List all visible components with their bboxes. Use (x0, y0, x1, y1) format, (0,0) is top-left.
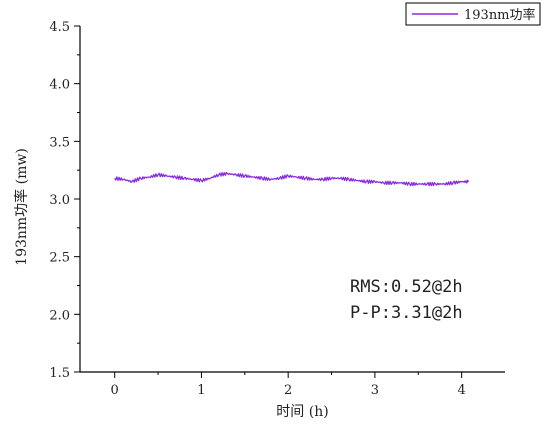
legend-label: 193nm功率 (464, 7, 536, 23)
y-tick-label: 4.5 (49, 20, 70, 35)
y-tick-label: 3.5 (49, 135, 70, 150)
y-tick-label: 4.0 (49, 78, 70, 93)
x-tick-label: 4 (457, 383, 465, 398)
series-line-0 (115, 173, 469, 186)
y-tick-label: 2.0 (49, 308, 70, 323)
x-tick-label: 3 (371, 383, 379, 398)
x-tick-label: 2 (284, 383, 292, 398)
y-tick-label: 2.5 (49, 251, 70, 266)
annotation-pp: P-P:3.31@2h (350, 303, 463, 323)
y-axis-ticks: 1.5 2.0 2.5 3.0 3.5 4.0 4.5 (49, 20, 80, 381)
legend: 193nm功率 (406, 3, 540, 25)
y-tick-label: 1.5 (49, 366, 70, 381)
series-layer (115, 173, 469, 186)
y-axis-title: 193nm功率 (mw) (13, 148, 30, 266)
x-axis-title: 时间 (h) (276, 404, 328, 420)
annotation-rms: RMS:0.52@2h (350, 277, 463, 297)
x-tick-label: 0 (111, 383, 119, 398)
x-tick-label: 1 (197, 383, 205, 398)
x-axis-ticks: 0 1 2 3 4 (80, 372, 466, 398)
y-tick-label: 3.0 (49, 193, 70, 208)
